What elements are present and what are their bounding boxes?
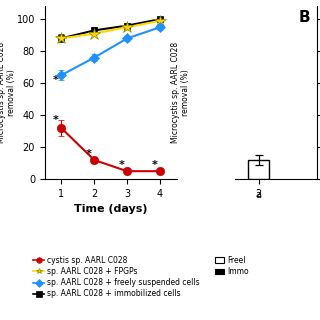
Bar bbox=[248, 160, 269, 179]
Text: Microcystis sp. AARL C028
removal (%): Microcystis sp. AARL C028 removal (%) bbox=[171, 42, 190, 143]
Legend: Freel, Immo: Freel, Immo bbox=[215, 256, 248, 276]
Text: *: * bbox=[52, 115, 58, 125]
Text: Microcystis sp. AARL C028
removal (%): Microcystis sp. AARL C028 removal (%) bbox=[0, 42, 16, 143]
Text: *: * bbox=[52, 75, 58, 85]
Legend: cystis sp. AARL C028, sp. AARL C028 + FPGPs, sp. AARL C028 + freely suspended ce: cystis sp. AARL C028, sp. AARL C028 + FP… bbox=[33, 256, 200, 299]
Text: *: * bbox=[151, 160, 157, 170]
Text: *: * bbox=[118, 160, 124, 170]
Text: *: * bbox=[85, 148, 91, 159]
Text: B: B bbox=[299, 10, 310, 25]
Text: a: a bbox=[256, 190, 261, 200]
X-axis label: Time (days): Time (days) bbox=[74, 204, 148, 214]
